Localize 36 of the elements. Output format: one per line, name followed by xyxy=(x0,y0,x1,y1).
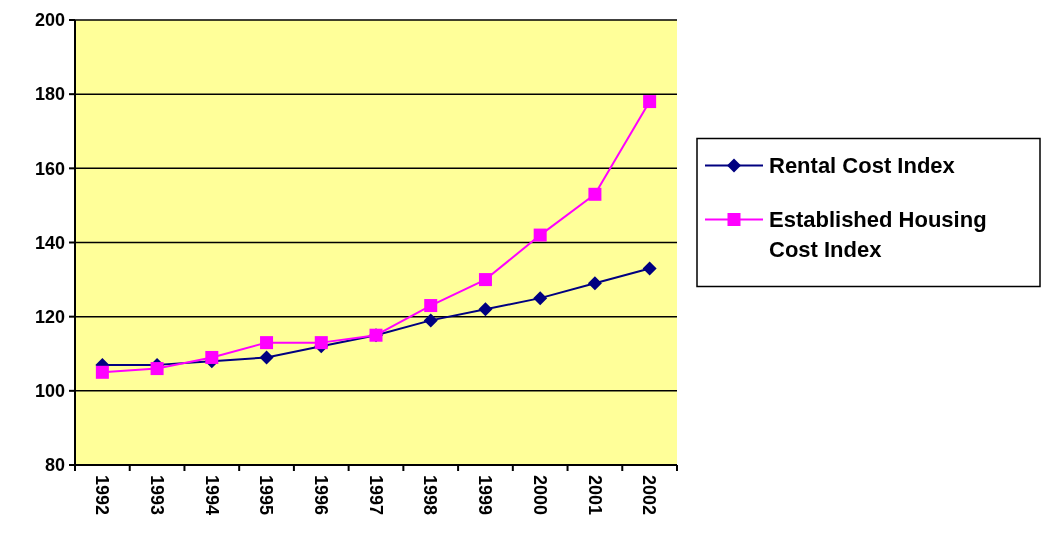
x-tick-label: 1993 xyxy=(146,475,167,516)
x-tick-label: 1998 xyxy=(420,475,441,516)
x-tick-label: 1997 xyxy=(365,475,386,516)
point xyxy=(587,276,602,291)
legend-label: Established Housing Cost Index xyxy=(769,207,987,263)
x-tick-label: 1992 xyxy=(92,475,113,516)
x-tick-label: 2001 xyxy=(584,475,605,516)
point xyxy=(423,313,438,328)
point xyxy=(588,187,602,201)
point xyxy=(478,273,492,287)
y-tick-label: 160 xyxy=(34,158,65,179)
point xyxy=(205,350,219,364)
point xyxy=(95,365,109,379)
point xyxy=(533,291,548,306)
point xyxy=(260,336,274,350)
legend-label: Rental Cost Index xyxy=(769,153,956,179)
point xyxy=(478,302,493,317)
point xyxy=(642,261,657,276)
y-tick-label: 80 xyxy=(44,455,65,476)
point xyxy=(150,362,164,376)
x-tick-label: 1996 xyxy=(310,475,331,516)
y-tick-label: 100 xyxy=(34,381,65,402)
point xyxy=(259,350,274,365)
x-tick-label: 1994 xyxy=(201,475,222,516)
point xyxy=(533,228,547,242)
x-tick-label: 1995 xyxy=(256,475,277,516)
x-tick-label: 1999 xyxy=(475,475,496,516)
point xyxy=(643,95,657,109)
y-tick-label: 140 xyxy=(34,232,65,253)
point xyxy=(314,336,328,350)
y-tick-label: 120 xyxy=(34,306,65,327)
x-tick-label: 2000 xyxy=(529,475,550,516)
point xyxy=(424,299,438,313)
x-tick-label: 2002 xyxy=(639,475,660,516)
y-tick-label: 200 xyxy=(34,10,65,31)
y-tick-label: 180 xyxy=(34,84,65,105)
